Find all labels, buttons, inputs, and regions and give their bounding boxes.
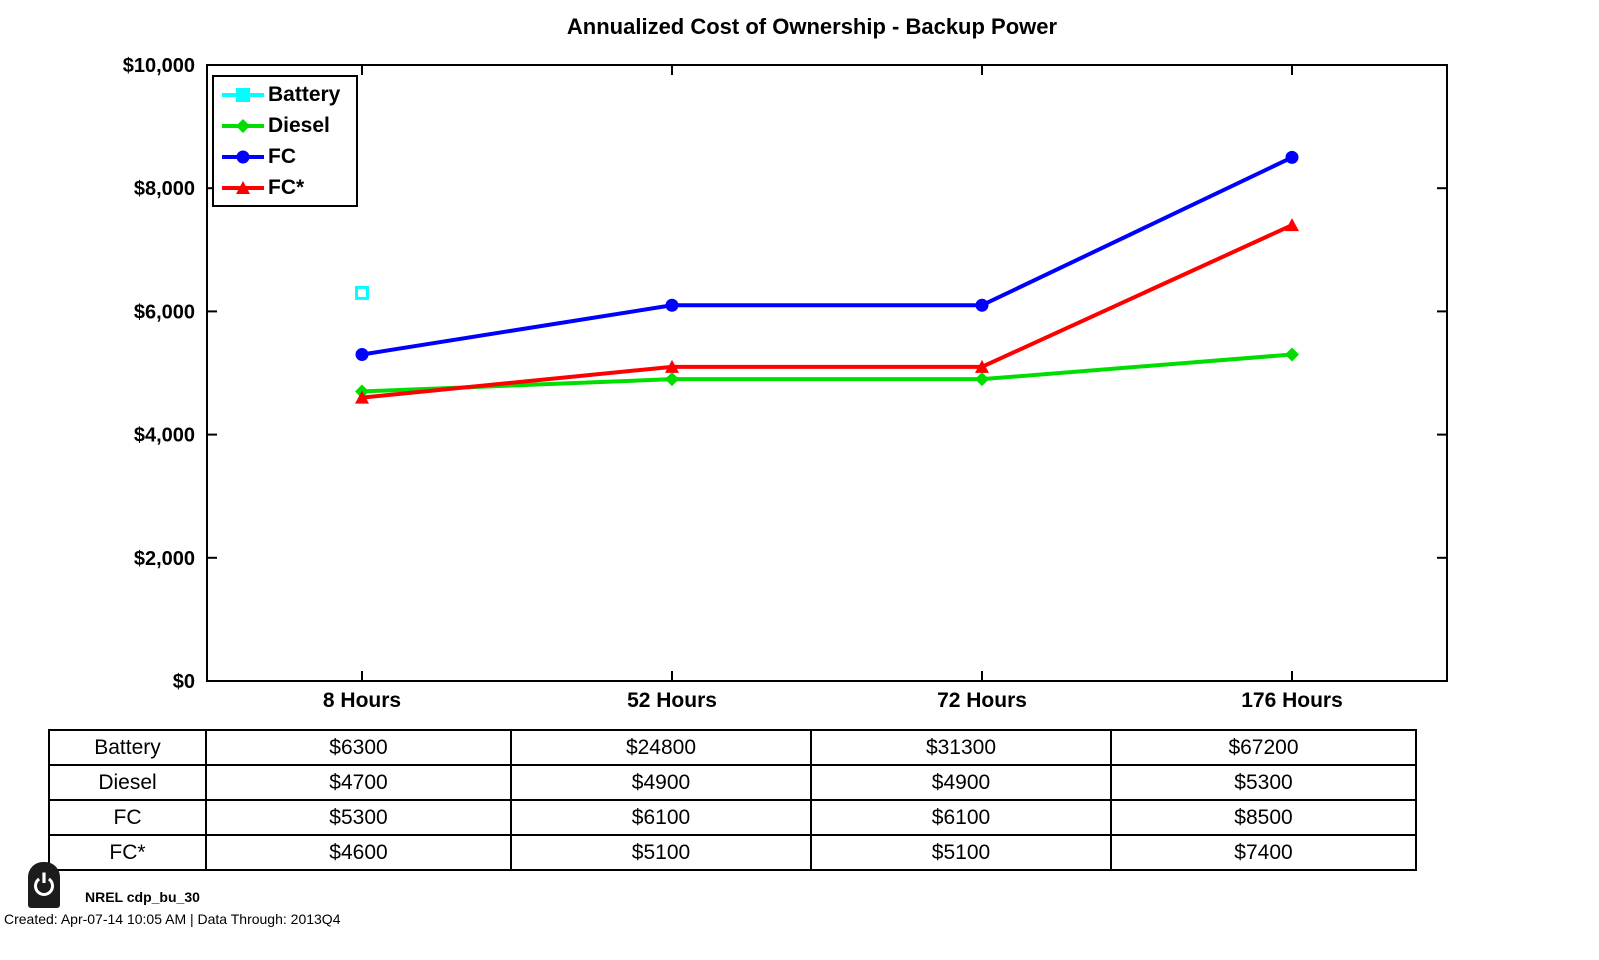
legend-entry-Diesel: Diesel [220,110,356,141]
table-cell: $4700 [205,764,512,801]
table-cell: $4900 [810,764,1112,801]
axis-ticks [207,64,1447,682]
y-tick-label: $8,000 [134,178,195,200]
table-cell: $6100 [510,799,812,836]
legend-entry-FC*: FC* [220,172,356,203]
table-row: FC $5300 $6100 $6100 $8500 [48,799,1417,836]
power-icon [34,872,54,896]
legend-square-marker [222,87,264,102]
table-row-label: FC* [48,834,207,871]
y-tick-label: $0 [173,671,195,693]
table-cell: $8500 [1110,799,1417,836]
table-cell: $6100 [810,799,1112,836]
source-label: NREL cdp_bu_30 [85,889,200,905]
y-tick-label: $10,000 [123,55,195,77]
legend-diamond-marker [222,118,264,133]
table-cell: $5300 [1110,764,1417,801]
table-cell: $67200 [1110,729,1417,766]
table-row: FC* $4600 $5100 $5100 $7400 [48,834,1417,871]
x-category-label: 72 Hours [937,689,1027,712]
series-FC* [355,218,1299,404]
legend-entry-Battery: Battery [220,79,356,110]
created-line: Created: Apr-07-14 10:05 AM | Data Throu… [4,911,341,927]
series-Diesel [355,347,1299,399]
legend-circle-marker [222,150,264,163]
table-row: Battery $6300 $24800 $31300 $67200 [48,729,1417,766]
legend-triangle-marker [222,180,264,194]
y-tick-label: $2,000 [134,548,195,570]
table-cell: $5100 [810,834,1112,871]
table-cell: $24800 [510,729,812,766]
y-tick-label: $4,000 [134,425,195,447]
table-cell: $4900 [510,764,812,801]
y-tick-label: $6,000 [134,301,195,323]
chart-legend: Battery Diesel FC FC* [212,75,358,207]
x-category-label: 8 Hours [323,689,401,712]
x-category-label: 52 Hours [627,689,717,712]
legend-label: FC* [268,175,305,199]
table-cell: $5100 [510,834,812,871]
table-cell: $5300 [205,799,512,836]
legend-label: FC [268,144,296,168]
line-chart: $0 $2,000 $4,000 $6,000 $8,000 $10,000 8 Hours… [123,55,1448,712]
x-category-label: 176 Hours [1241,689,1343,712]
table-row: Diesel $4700 $4900 $4900 $5300 [48,764,1417,801]
table-cell: $31300 [810,729,1112,766]
data-table: Battery $6300 $24800 $31300 $67200 Diesel $470… [48,729,1417,871]
series-Battery [355,285,369,300]
power-badge [28,862,60,908]
y-tick-labels: $0 $2,000 $4,000 $6,000 $8,000 $10,000 [123,55,195,693]
series-FC [355,150,1299,362]
x-category-labels: 8 Hours 52 Hours 72 Hours 176 Hours [323,689,1343,712]
table-row-label: Battery [48,729,207,766]
legend-entry-FC: FC [220,141,356,172]
table-row-label: Diesel [48,764,207,801]
table-cell: $6300 [205,729,512,766]
table-cell: $7400 [1110,834,1417,871]
table-cell: $4600 [205,834,512,871]
chart-title: Annualized Cost of Ownership - Backup Po… [566,14,1058,39]
plot-border [206,64,1448,682]
legend-label: Diesel [268,113,330,137]
table-row-label: FC [48,799,207,836]
legend-label: Battery [268,82,341,106]
